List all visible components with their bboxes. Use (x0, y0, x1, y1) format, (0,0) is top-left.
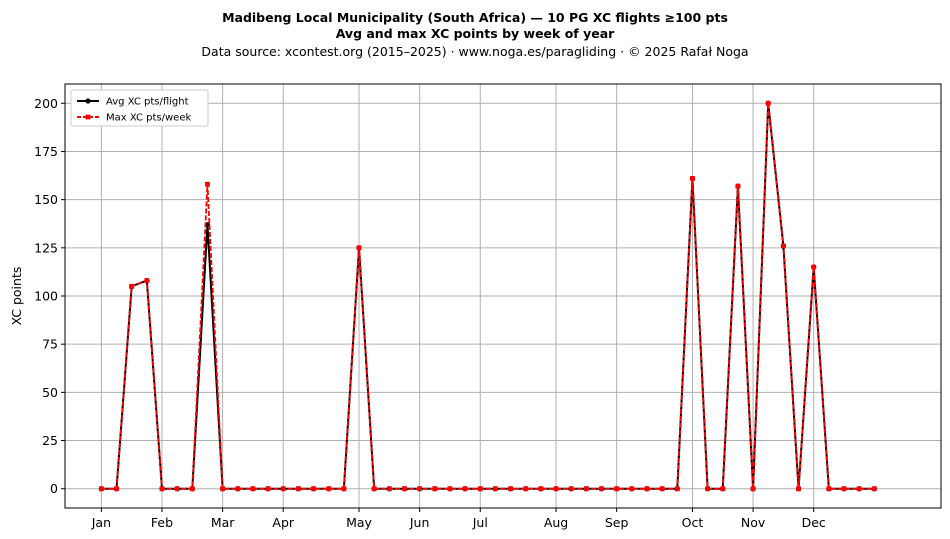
series-line (101, 102, 875, 490)
data-point (341, 486, 347, 492)
data-point (750, 486, 756, 492)
data-point (311, 486, 316, 492)
data-point (159, 486, 165, 492)
y-axis-ticks: 0 25 50 75 100 125 150 175 200 (34, 96, 65, 496)
data-point (599, 486, 604, 492)
legend-label: Max XC pts/week (106, 113, 191, 124)
y-tick-label: 150 (34, 192, 58, 207)
data-point (295, 486, 301, 492)
chart-title: Madibeng Local Municipality (South Afric… (222, 10, 728, 25)
data-point (811, 264, 817, 270)
legend-marker (85, 98, 91, 104)
data-point (462, 486, 468, 492)
x-axis-ticks: Jan Feb Mar Apr May Jun Jul Aug Sep Oct Nov Dec (91, 508, 826, 530)
data-point (265, 486, 271, 492)
data-point (720, 486, 726, 492)
grid-lines (65, 84, 941, 508)
data-point (250, 486, 256, 492)
chart-source-line: Data source: xcontest.org (2015–2025) · … (201, 44, 748, 59)
data-point (826, 486, 832, 492)
data-point (477, 486, 483, 492)
series-max (98, 100, 877, 492)
data-point (735, 183, 741, 189)
data-point (189, 486, 195, 492)
x-tick-label: May (346, 515, 372, 530)
x-tick-label: Jan (91, 515, 111, 530)
x-tick-label: Jun (409, 515, 430, 530)
data-point (356, 245, 362, 251)
legend-marker (85, 114, 91, 120)
data-point (614, 486, 620, 492)
data-point (780, 243, 786, 249)
y-tick-label: 175 (34, 144, 58, 159)
data-point (629, 486, 635, 492)
data-point (447, 486, 453, 492)
y-tick-label: 100 (34, 289, 58, 304)
x-tick-label: Mar (211, 515, 235, 530)
x-tick-label: Aug (544, 515, 568, 530)
legend-item: Max XC pts/week (77, 113, 191, 124)
data-point (326, 486, 332, 492)
x-tick-label: Sep (605, 515, 629, 530)
data-point (98, 486, 104, 492)
data-point (690, 176, 695, 181)
x-tick-label: Feb (151, 515, 173, 530)
data-point (644, 486, 650, 492)
data-point (144, 278, 150, 283)
data-point (493, 486, 498, 492)
chart-subtitle: Avg and max XC points by week of year (336, 26, 615, 41)
y-tick-label: 125 (34, 240, 58, 255)
data-point (205, 181, 210, 187)
data-point (583, 486, 589, 492)
y-tick-label: 0 (50, 481, 58, 496)
data-point (841, 486, 847, 492)
data-point (568, 486, 574, 492)
data-point (129, 283, 135, 289)
data-point (674, 486, 680, 492)
data-point (417, 486, 423, 492)
legend: Avg XC pts/flight Max XC pts/week (70, 89, 209, 127)
data-point (796, 486, 801, 492)
y-tick-label: 200 (34, 96, 58, 111)
x-tick-label: Nov (741, 515, 766, 530)
data-point (659, 486, 665, 492)
data-point (523, 486, 529, 492)
data-point (765, 100, 771, 106)
data-point (553, 486, 559, 492)
data-point (705, 486, 711, 492)
y-tick-label: 75 (42, 337, 58, 352)
data-point (114, 486, 119, 492)
series-layer (98, 100, 877, 492)
data-point (508, 486, 513, 492)
x-tick-label: Apr (272, 515, 294, 530)
data-point (280, 486, 286, 492)
x-tick-label: Oct (682, 515, 704, 530)
data-point (235, 486, 241, 492)
data-point (856, 486, 862, 492)
legend-label: Avg XC pts/flight (106, 97, 189, 108)
data-point (432, 486, 438, 492)
y-tick-label: 25 (42, 433, 58, 448)
data-point (174, 486, 180, 492)
x-tick-label: Dec (802, 515, 826, 530)
x-tick-label: Jul (472, 515, 488, 530)
y-axis-label: XC points (9, 267, 24, 326)
data-point (871, 486, 877, 492)
legend-box (70, 89, 209, 127)
data-point (220, 486, 226, 492)
legend-item: Avg XC pts/flight (77, 97, 189, 108)
data-point (538, 486, 544, 492)
data-point (386, 486, 392, 492)
data-point (402, 486, 407, 492)
y-tick-label: 50 (42, 385, 58, 400)
data-point (371, 486, 377, 492)
